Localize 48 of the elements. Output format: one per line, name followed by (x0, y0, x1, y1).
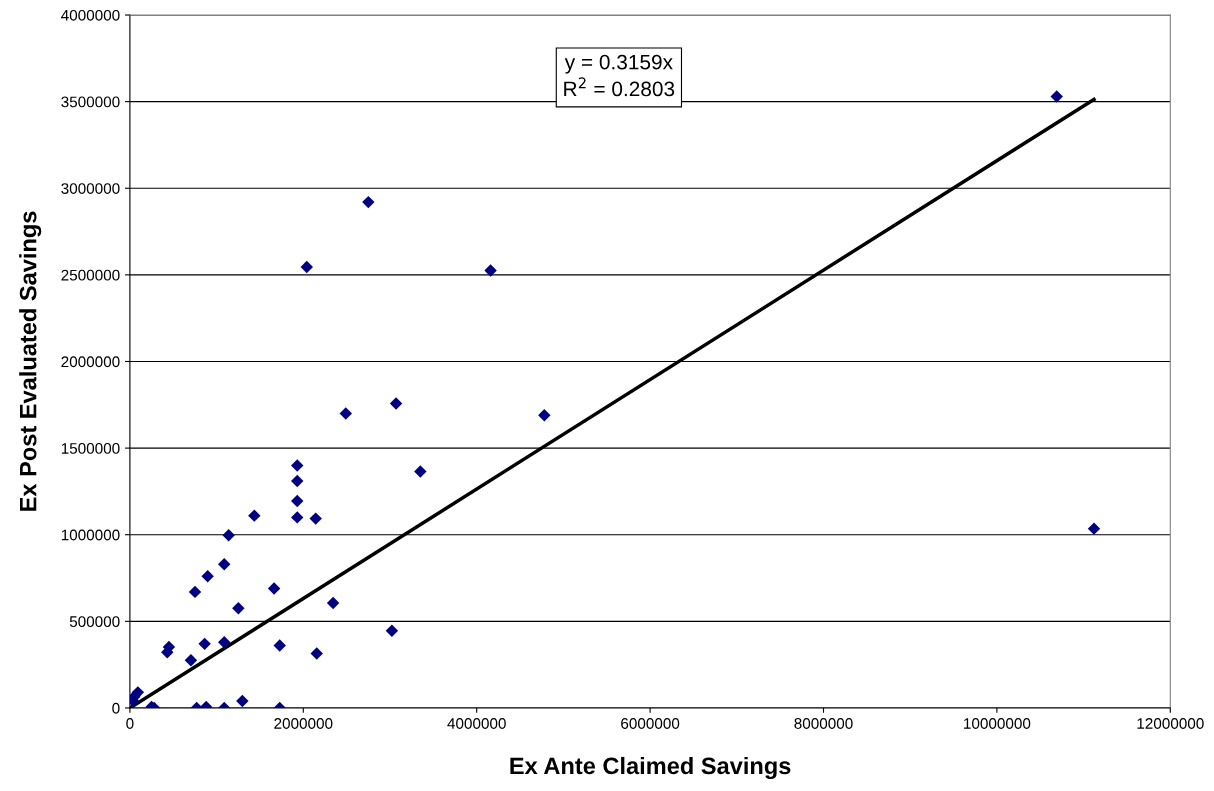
point (222, 529, 235, 542)
y-tick-label: 1000000 (61, 529, 120, 541)
x-tick-label: 10000000 (964, 718, 1031, 729)
point (326, 596, 340, 610)
point (291, 494, 304, 508)
point (198, 637, 211, 651)
y-tick-label: 4000000 (61, 9, 120, 21)
annotation: y = 0.3159x R$^{2}$ = 0.2803 (564, 54, 675, 97)
point (291, 459, 304, 472)
point (1050, 90, 1063, 103)
y-tick-label: 2500000 (61, 269, 120, 281)
point (362, 195, 375, 209)
point (291, 474, 304, 488)
y-tick-label: 500000 (69, 616, 120, 628)
y-tick-label: 0 (112, 702, 120, 714)
point (248, 509, 261, 522)
point (389, 397, 403, 410)
y-tick-label: 3500000 (61, 96, 120, 108)
point (232, 601, 245, 615)
point (309, 512, 322, 525)
point (385, 624, 399, 637)
point (414, 465, 427, 478)
x-tick-label: 4000000 (447, 718, 506, 729)
x-tick-label: 0 (126, 718, 134, 729)
point (236, 694, 249, 708)
x-tick-label: 8000000 (794, 718, 853, 729)
point (218, 557, 231, 571)
point (484, 264, 497, 277)
point (201, 570, 214, 583)
point (339, 407, 352, 420)
y-tick-label: 2000000 (61, 356, 120, 368)
point (273, 639, 286, 652)
point (310, 647, 323, 660)
point (184, 654, 198, 667)
x-tick-label: 12000000 (1137, 718, 1204, 729)
point (1087, 522, 1101, 535)
point (538, 408, 551, 422)
point (291, 511, 304, 524)
x-axis-title: Ex Ante Claimed Savings (510, 756, 791, 780)
y-axis-title: Ex Post Evaluated Savings (19, 211, 42, 511)
x-tick-label: 2000000 (274, 718, 333, 729)
point (267, 582, 281, 595)
x-tick-label: 6000000 (621, 718, 680, 729)
point (188, 585, 202, 599)
point (218, 636, 231, 649)
y-tick-label: 1500000 (61, 442, 120, 454)
y-tick-label: 3000000 (61, 183, 120, 194)
point (300, 260, 313, 274)
